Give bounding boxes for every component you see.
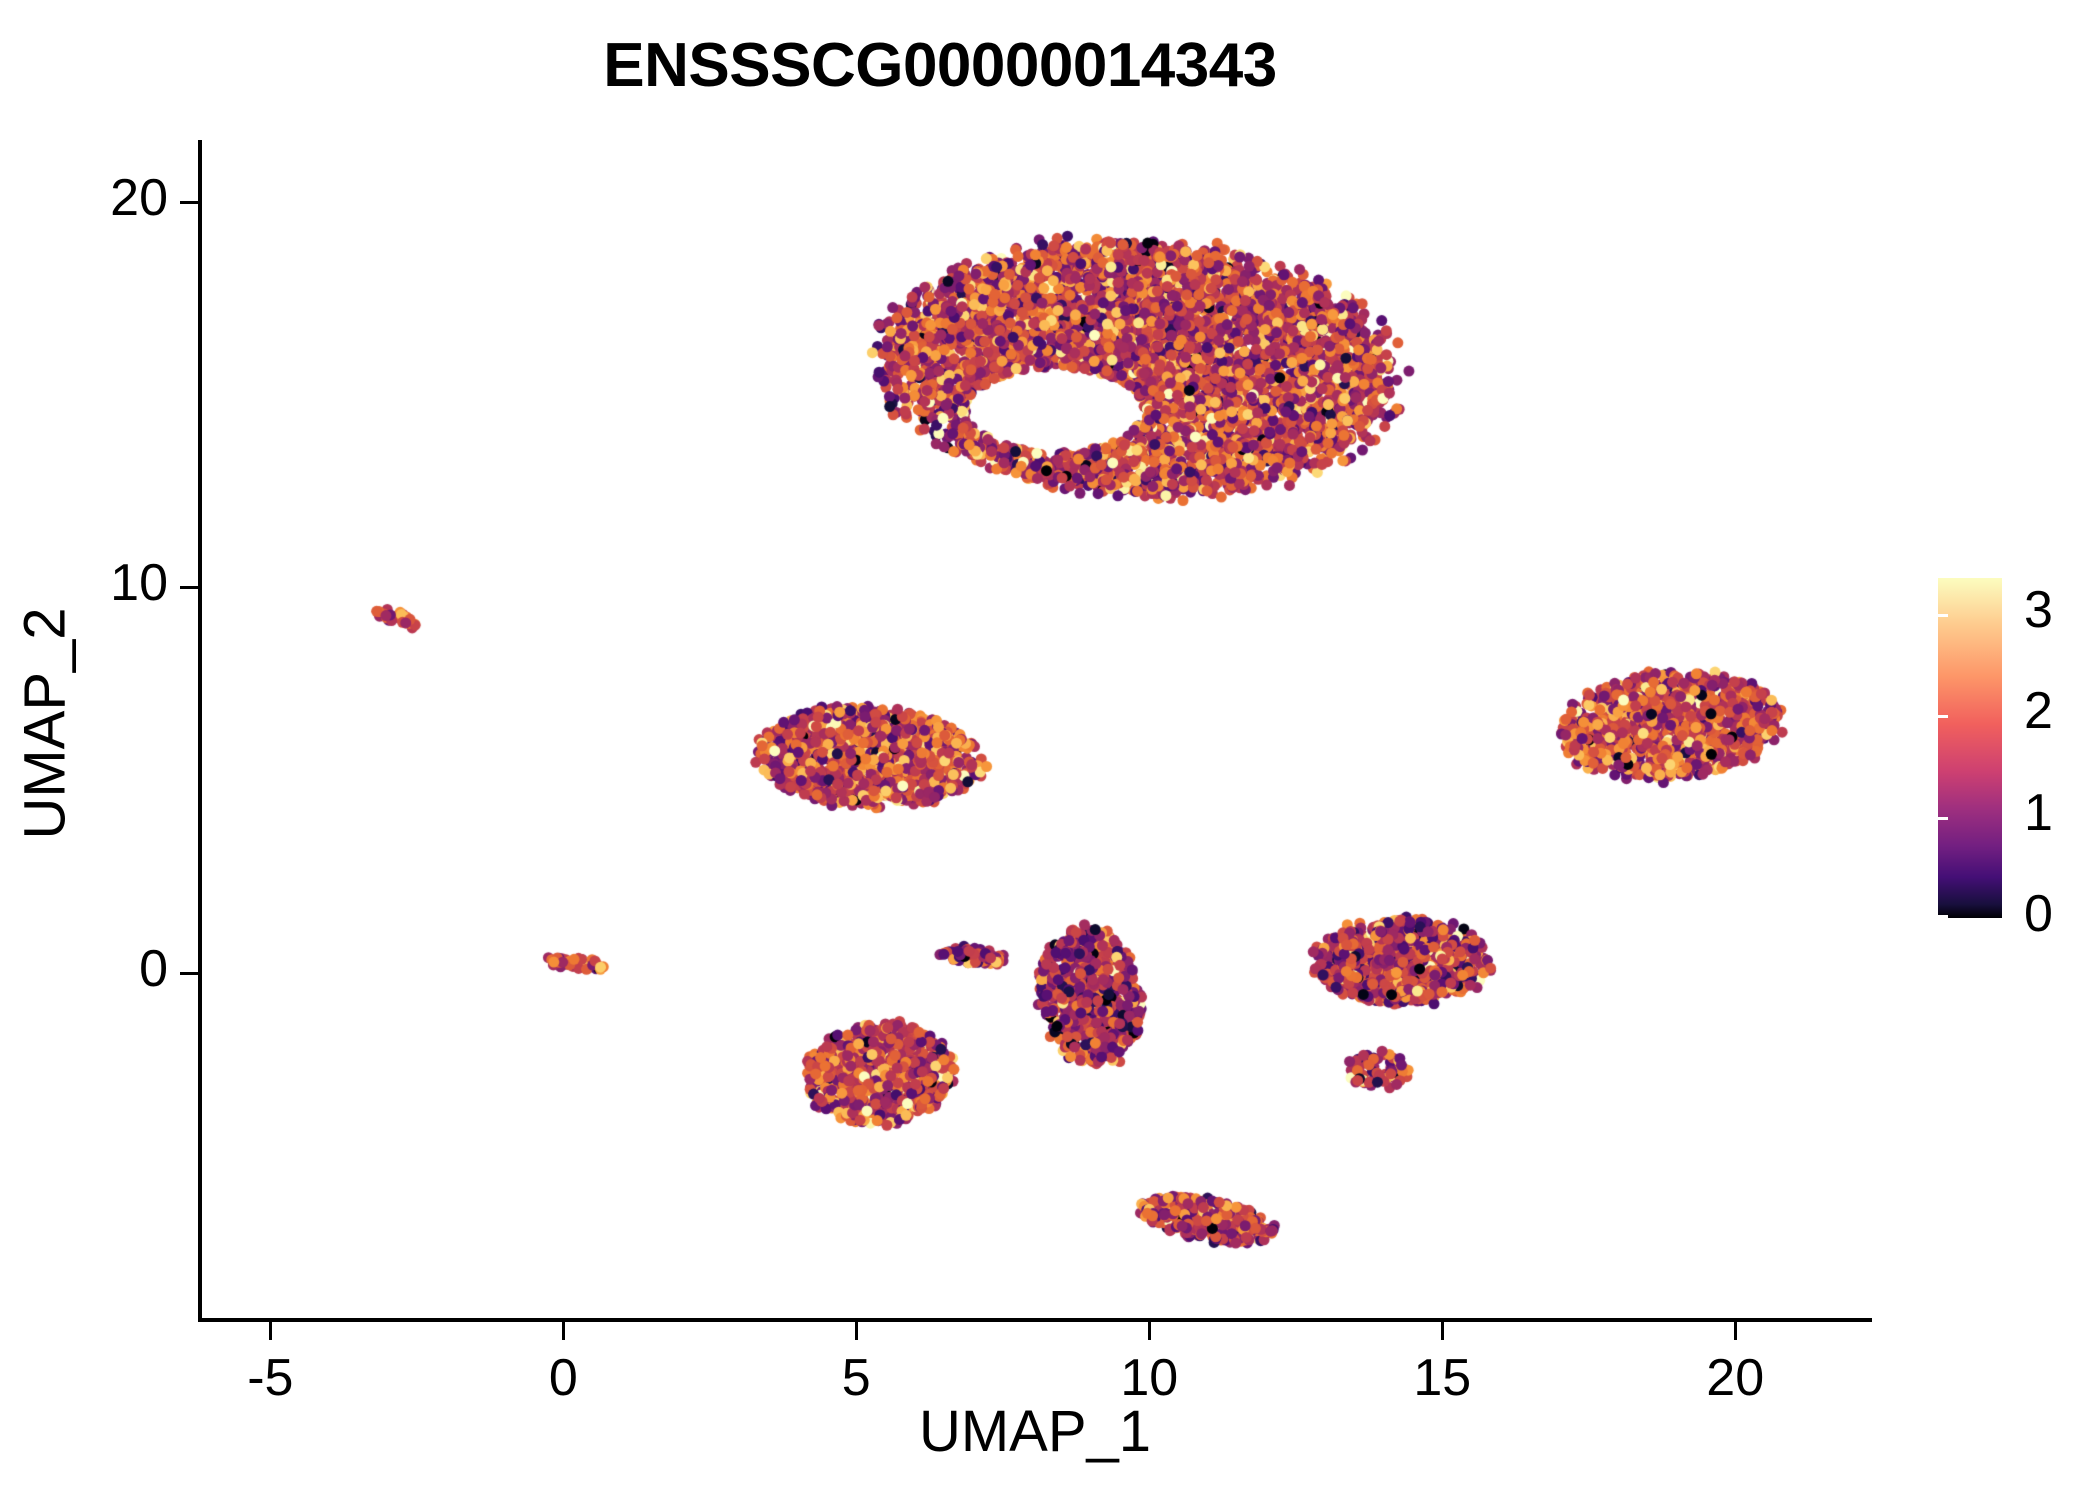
- colorbar-legend: 3 2 1 0: [1938, 578, 2098, 943]
- colorbar-gradient: [1938, 578, 2002, 918]
- x-axis-title: UMAP_1: [918, 1399, 1152, 1464]
- y-tick-label: 0: [139, 939, 168, 998]
- x-tick-mark: [1734, 1322, 1738, 1340]
- y-axis-line: [198, 140, 202, 1322]
- colorbar-tick-label: 1: [2024, 783, 2053, 842]
- y-tick-mark: [180, 971, 198, 975]
- colorbar-tick-mark: [2088, 816, 2098, 820]
- x-tick-label: -5: [247, 1349, 294, 1407]
- x-tick-label: 10: [1120, 1349, 1179, 1407]
- x-tick-mark: [855, 1322, 859, 1340]
- x-tick-label: 0: [548, 1349, 578, 1407]
- scatter-canvas: [200, 140, 1870, 1320]
- x-tick-mark: [269, 1322, 273, 1340]
- colorbar-tick-mark: [1938, 915, 1948, 918]
- x-tick-mark: [1148, 1322, 1152, 1340]
- x-tick-mark: [562, 1322, 566, 1340]
- plot-panel: [200, 140, 1870, 1320]
- x-axis-line: [198, 1318, 1872, 1322]
- x-tick-label: 5: [841, 1349, 871, 1407]
- colorbar-tick-mark: [2088, 915, 2098, 918]
- colorbar-tick-mark: [2088, 715, 2098, 718]
- colorbar-tick-label: 2: [2024, 682, 2053, 740]
- y-tick-label: 10: [110, 554, 168, 613]
- colorbar-tick-mark: [2088, 613, 2098, 617]
- colorbar-tick-mark: [1938, 613, 1948, 617]
- y-tick-mark: [180, 586, 198, 590]
- x-tick-label: 20: [1706, 1349, 1765, 1407]
- y-tick-mark: [180, 200, 198, 204]
- x-tick-label: 15: [1413, 1349, 1472, 1407]
- colorbar-tick-label: 3: [2024, 580, 2053, 639]
- colorbar-tick-label: 0: [2024, 885, 2053, 943]
- page-title: ENSSSCG00000014343: [603, 31, 1277, 100]
- colorbar-tick-mark: [1938, 715, 1948, 718]
- colorbar-tick-mark: [1938, 816, 1948, 820]
- x-tick-mark: [1441, 1322, 1445, 1340]
- y-axis-title: UMAP_2: [12, 607, 78, 840]
- y-tick-label: 20: [110, 168, 168, 227]
